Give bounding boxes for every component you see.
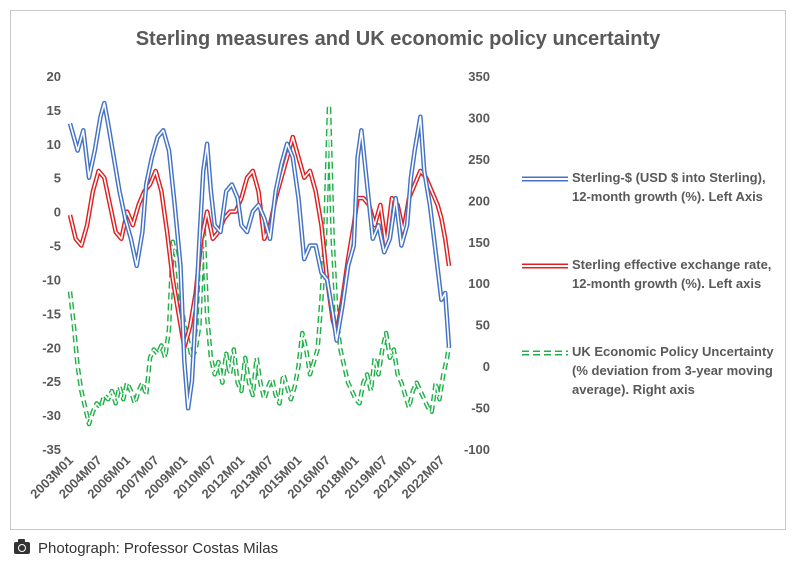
- x-axis-ticks: 2003M012004M072006M012007M072009M012010M…: [27, 453, 447, 502]
- left-tick-label: -30: [42, 408, 61, 423]
- series-layer: [67, 100, 452, 427]
- left-tick-label: -15: [42, 306, 61, 321]
- left-axis-ticks: 20 15 10 5 0 -5 -10 -15 -20 -25 -30 -35: [42, 69, 61, 457]
- series-line-1: [67, 134, 452, 350]
- right-axis-ticks: 350 300 250 200 150 100 50 0 -50 -100: [464, 69, 490, 457]
- left-tick-label: 5: [54, 171, 61, 186]
- right-tick-label: 350: [468, 69, 490, 84]
- legend-label-epu: UK Economic Policy Uncertainty (% deviat…: [572, 344, 774, 397]
- right-tick-label: 300: [468, 110, 490, 125]
- legend-swatch-sterling-usd: [522, 176, 568, 182]
- right-tick-label: 100: [468, 276, 490, 291]
- left-tick-label: -20: [42, 340, 61, 355]
- photo-credit-text: Photograph: Professor Costas Milas: [38, 540, 279, 557]
- right-tick-label: 150: [468, 235, 490, 250]
- left-tick-label: -5: [49, 239, 61, 254]
- photo-credit: Photograph: Professor Costas Milas: [14, 539, 279, 557]
- left-tick-label: 10: [47, 137, 61, 152]
- series-line-inner-0: [69, 102, 450, 410]
- chart-title: Sterling measures and UK economic policy…: [135, 28, 661, 50]
- left-tick-label: -10: [42, 272, 61, 287]
- left-tick-label: -25: [42, 374, 61, 389]
- camera-icon: [14, 539, 30, 554]
- left-tick-label: 15: [47, 103, 61, 118]
- left-tick-label: 20: [47, 69, 61, 84]
- legend-label-sterling-usd: Sterling-$ (USD $ into Sterling), 12-mon…: [572, 170, 766, 204]
- right-tick-label: -100: [464, 442, 490, 457]
- series-line-inner-1: [69, 136, 450, 349]
- right-tick-label: -50: [471, 401, 490, 416]
- right-tick-label: 250: [468, 152, 490, 167]
- chart-frame: [10, 10, 786, 530]
- legend-label-sterling-eer: Sterling effective exchange rate, 12-mon…: [572, 257, 772, 291]
- right-tick-label: 50: [476, 318, 490, 333]
- left-tick-label: 0: [54, 205, 61, 220]
- legend-swatch-epu: [522, 350, 568, 356]
- right-tick-label: 200: [468, 193, 490, 208]
- legend-swatch-sterling-eer: [522, 263, 568, 269]
- series-line-2: [67, 102, 452, 427]
- series-line-inner-2: [69, 104, 450, 425]
- right-tick-label: 0: [483, 359, 490, 374]
- left-tick-label: -35: [42, 442, 61, 457]
